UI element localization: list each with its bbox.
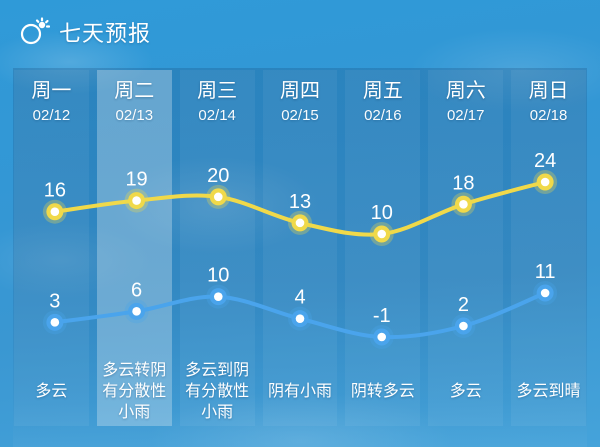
day-condition-3: 阴有小雨 [267,382,332,400]
high-temp-point-6 [540,177,550,187]
day-column-background-2 [179,70,255,426]
high-temp-label-3: 13 [289,191,311,213]
high-temp-point-4 [377,229,387,239]
high-temp-label-5: 18 [452,172,474,194]
low-temp-label-6: 11 [535,261,556,283]
day-date: 02/14 [198,107,236,124]
day-condition-5: 多云 [449,382,482,400]
day-date: 02/15 [281,107,319,124]
day-header-1[interactable]: 周二 02/13 [97,80,172,132]
low-temp-point-2 [213,292,223,301]
day-header-4[interactable]: 周五 02/16 [345,80,420,132]
day-name: 周四 [279,80,320,102]
day-name: 周三 [197,80,238,102]
day-condition-6: 多云到晴 [516,382,581,400]
high-temp-point-3 [295,218,305,228]
condition-row: 多云 多云转阴有分散性小雨 多云到阴有分散性小雨 阴有小雨 阴转多云 多云 多云到晴 [14,354,586,428]
high-temp-point-5 [459,199,468,209]
day-column-background-1 [96,70,172,426]
day-column-background-6 [511,70,586,426]
day-condition-4: 阴转多云 [350,382,415,400]
day-name: 周五 [362,80,403,102]
day-header-3[interactable]: 周四 02/15 [263,80,338,132]
low-temp-point-4 [377,332,387,342]
day-date: 02/16 [364,107,402,124]
high-temp-point-1 [132,196,141,205]
day-condition-0: 多云 [35,382,68,400]
day-header-0[interactable]: 周一 02/12 [14,80,89,132]
page-title: 七天预报 [59,21,152,46]
day-column-background-3 [262,70,338,426]
day-header-6[interactable]: 周日 02/18 [511,80,586,132]
low-temp-point-6 [540,288,550,298]
day-header-5[interactable]: 周六 02/17 [428,80,503,132]
low-temp-point-5 [459,321,468,331]
day-date: 02/12 [32,107,71,124]
forecast-panel-background [13,68,587,447]
low-temp-point-3 [295,314,305,323]
low-temp-label-2: 10 [207,265,229,287]
high-temp-point-0 [50,207,60,217]
low-temp-label-5: 2 [458,294,469,316]
low-temp-point-0 [50,318,60,327]
low-temp-label-0: 3 [49,290,60,312]
day-date: 02/13 [115,107,154,124]
sun-behind-cloud-icon [20,17,50,45]
low-temp-point-1 [132,307,141,316]
high-temp-label-0: 16 [44,180,66,202]
high-temp-label-1: 19 [125,169,147,191]
day-name: 周二 [114,80,155,102]
day-condition-1: 多云转阴有分散性小雨 [102,361,167,421]
day-condition-2: 多云到阴有分散性小雨 [185,361,250,421]
high-temp-label-6: 24 [534,150,556,172]
low-temp-label-4: -1 [373,305,391,327]
day-name: 周日 [528,80,569,102]
high-temp-label-2: 20 [207,165,229,187]
day-column-backgrounds [14,70,586,426]
day-column-background-4 [345,70,421,426]
header: 七天预报 [18,16,151,48]
day-column-background-5 [428,70,504,426]
day-header-row: 周一 02/12 周二 02/13 周三 02/14 周四 02/15 周五 02/16 周六 02/… [14,80,586,132]
day-name: 周六 [445,80,486,102]
day-date: 02/17 [446,107,485,124]
high-temp-label-4: 10 [371,202,393,224]
low-temp-label-1: 6 [131,279,142,301]
low-temp-label-3: 4 [294,287,305,309]
day-header-2[interactable]: 周三 02/14 [180,80,255,132]
day-name: 周一 [31,80,72,102]
day-date: 02/18 [529,107,568,124]
high-temp-point-2 [213,192,223,202]
day-column-background-0 [14,70,89,426]
